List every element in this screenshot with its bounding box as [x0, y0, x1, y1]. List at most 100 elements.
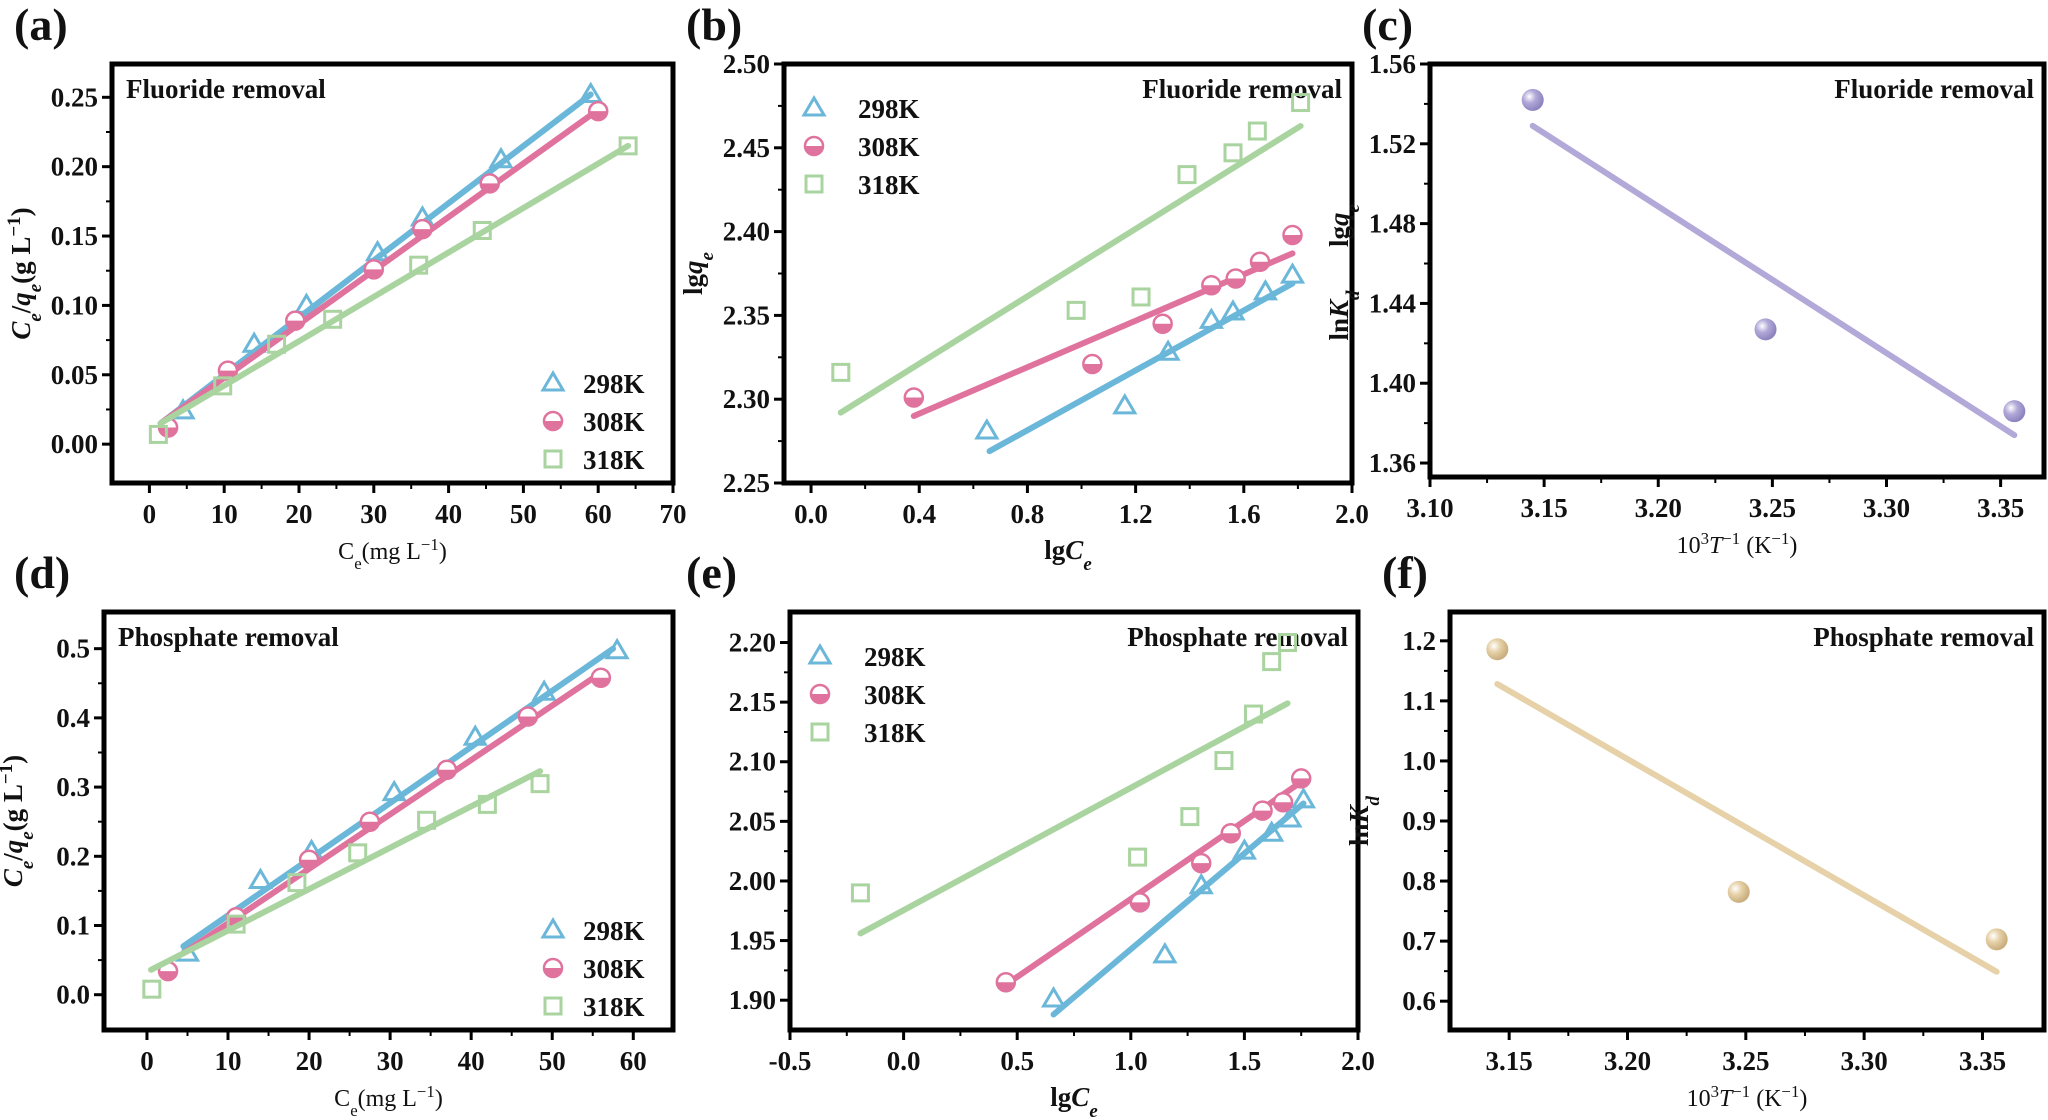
data-point [1985, 928, 2008, 951]
legend-marker [810, 722, 830, 742]
data-point [462, 724, 488, 746]
legend-label: 298K [864, 642, 926, 672]
x-tick-label: 0.0 [887, 1046, 921, 1076]
data-point [472, 220, 492, 240]
data-point [995, 972, 1017, 993]
y-tick-label: 0.1 [56, 911, 90, 941]
x-tick-label: 60 [585, 499, 612, 529]
data-point [530, 774, 550, 794]
data-point [1277, 806, 1303, 828]
data-point [1220, 299, 1246, 321]
y-tick-label: 1.44 [1369, 288, 1416, 318]
data-point [1112, 392, 1138, 415]
x-tick-label: 20 [286, 499, 313, 529]
x-tick-label: 0.8 [1011, 499, 1045, 529]
data-point [142, 979, 162, 999]
x-tick-label: 50 [510, 499, 537, 529]
data-point [1155, 339, 1181, 361]
data-point [479, 173, 500, 194]
data-point [531, 679, 557, 701]
x-tick-label: 3.25 [1749, 493, 1796, 523]
y-axis-label-overlay: lgqe [1324, 204, 1364, 247]
fit-line [148, 768, 544, 973]
series-298K [974, 262, 1306, 455]
data-point [903, 387, 925, 408]
x-tick-label: 0.4 [902, 499, 936, 529]
data-point [1190, 852, 1212, 874]
series-data [1521, 88, 2026, 439]
data-point [323, 309, 343, 329]
y-tick-label: 1.0 [1402, 746, 1436, 776]
fit-line [857, 700, 1291, 937]
annotation: Fluoride removal [1142, 74, 1342, 104]
y-tick-label: 1.1 [1402, 686, 1436, 716]
data-point [359, 811, 381, 832]
legend-marker [804, 174, 824, 194]
data-point [1486, 638, 1509, 661]
legend-label: 298K [858, 94, 920, 124]
data-point [1152, 941, 1178, 964]
x-tick-label: 40 [435, 499, 462, 529]
annotation: Fluoride removal [126, 74, 326, 104]
fit-line [180, 645, 617, 950]
data-point [148, 424, 168, 444]
y-tick-label: 0.2 [56, 841, 90, 871]
legend-marker [543, 449, 563, 469]
legend-label: 308K [583, 954, 645, 984]
x-tick-label: 10 [215, 1046, 242, 1076]
panel-label: (b) [686, 0, 742, 50]
data-point [1278, 633, 1298, 653]
x-axis-label: Ce(mg L−1) [338, 535, 447, 573]
legend-label: 318K [583, 445, 645, 475]
legend-marker [809, 683, 831, 705]
fit-line [986, 280, 1296, 455]
y-tick-label: 2.00 [729, 866, 776, 896]
legend-marker [542, 410, 564, 432]
x-tick-label: 1.2 [1119, 499, 1153, 529]
data-point [1128, 847, 1148, 867]
x-tick-label: 0 [143, 499, 157, 529]
panel-label: (a) [14, 0, 68, 50]
data-point [1290, 786, 1317, 809]
y-axis-label: lnKd [1344, 795, 1384, 846]
plot-frame [1447, 609, 2047, 1033]
data-point [436, 759, 458, 781]
x-tick-label: 30 [360, 499, 387, 529]
annotation: Phosphate removal [118, 622, 339, 652]
legend-marker [801, 95, 827, 117]
data-point [247, 867, 274, 890]
data-point [348, 843, 368, 863]
x-tick-label: 2.0 [1341, 1046, 1375, 1076]
x-axis-label: lgCe [1050, 1082, 1097, 1120]
x-tick-label: 20 [296, 1046, 323, 1076]
data-point [477, 794, 497, 814]
x-tick-label: 0.5 [1000, 1046, 1034, 1076]
panel-label: (f) [1382, 547, 1428, 598]
data-point [604, 637, 630, 660]
legend-label: 318K [864, 718, 926, 748]
data-point [1252, 278, 1279, 301]
x-tick-label: 50 [539, 1046, 566, 1076]
x-tick-label: 1.6 [1227, 499, 1261, 529]
x-tick-label: -0.5 [769, 1046, 812, 1076]
data-point [1152, 313, 1173, 335]
data-point [587, 100, 609, 122]
y-tick-label: 0.05 [51, 360, 98, 390]
data-point [1066, 300, 1086, 320]
series-308K [903, 224, 1303, 419]
data-point [1279, 262, 1306, 284]
data-point [1225, 268, 1246, 289]
data-point [287, 873, 307, 893]
fit-line [837, 123, 1304, 416]
data-point [409, 255, 429, 275]
y-tick-label: 0.6 [1402, 986, 1436, 1016]
data-point [1252, 800, 1273, 821]
data-point [285, 310, 306, 331]
y-tick-label: 2.40 [723, 217, 770, 247]
y-tick-label: 2.05 [729, 806, 776, 836]
x-axis-label: lgCe [1044, 535, 1091, 575]
x-tick-label: 60 [620, 1046, 647, 1076]
y-tick-label: 2.15 [729, 687, 776, 717]
series-298K [1040, 786, 1317, 1018]
y-tick-label: 0.20 [51, 152, 98, 182]
